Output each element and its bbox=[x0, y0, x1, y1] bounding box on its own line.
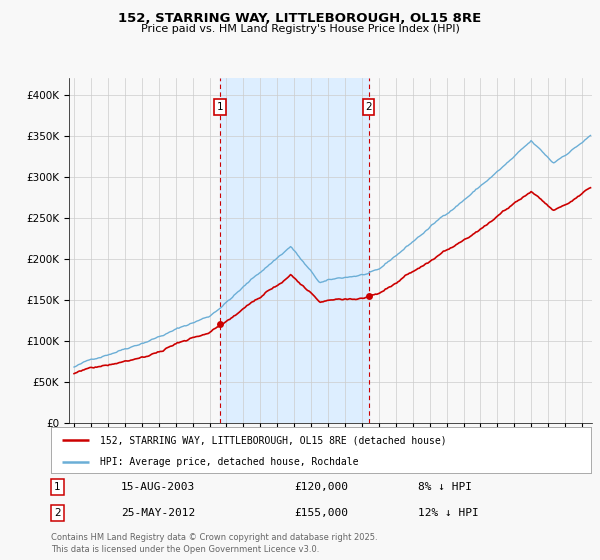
Text: 1: 1 bbox=[54, 482, 61, 492]
Text: 25-MAY-2012: 25-MAY-2012 bbox=[121, 508, 196, 518]
Text: 12% ↓ HPI: 12% ↓ HPI bbox=[418, 508, 479, 518]
Text: 2: 2 bbox=[365, 102, 372, 112]
Text: 2: 2 bbox=[54, 508, 61, 518]
Text: £155,000: £155,000 bbox=[294, 508, 348, 518]
Text: 152, STARRING WAY, LITTLEBOROUGH, OL15 8RE (detached house): 152, STARRING WAY, LITTLEBOROUGH, OL15 8… bbox=[100, 435, 446, 445]
Text: 15-AUG-2003: 15-AUG-2003 bbox=[121, 482, 196, 492]
Text: 1: 1 bbox=[217, 102, 223, 112]
Text: This data is licensed under the Open Government Licence v3.0.: This data is licensed under the Open Gov… bbox=[51, 545, 319, 554]
Bar bbox=[220, 78, 368, 423]
Text: 8% ↓ HPI: 8% ↓ HPI bbox=[418, 482, 472, 492]
Text: HPI: Average price, detached house, Rochdale: HPI: Average price, detached house, Roch… bbox=[100, 457, 358, 466]
Text: Price paid vs. HM Land Registry's House Price Index (HPI): Price paid vs. HM Land Registry's House … bbox=[140, 24, 460, 34]
Text: 152, STARRING WAY, LITTLEBOROUGH, OL15 8RE: 152, STARRING WAY, LITTLEBOROUGH, OL15 8… bbox=[118, 12, 482, 25]
Text: £120,000: £120,000 bbox=[294, 482, 348, 492]
Text: Contains HM Land Registry data © Crown copyright and database right 2025.: Contains HM Land Registry data © Crown c… bbox=[51, 533, 377, 542]
